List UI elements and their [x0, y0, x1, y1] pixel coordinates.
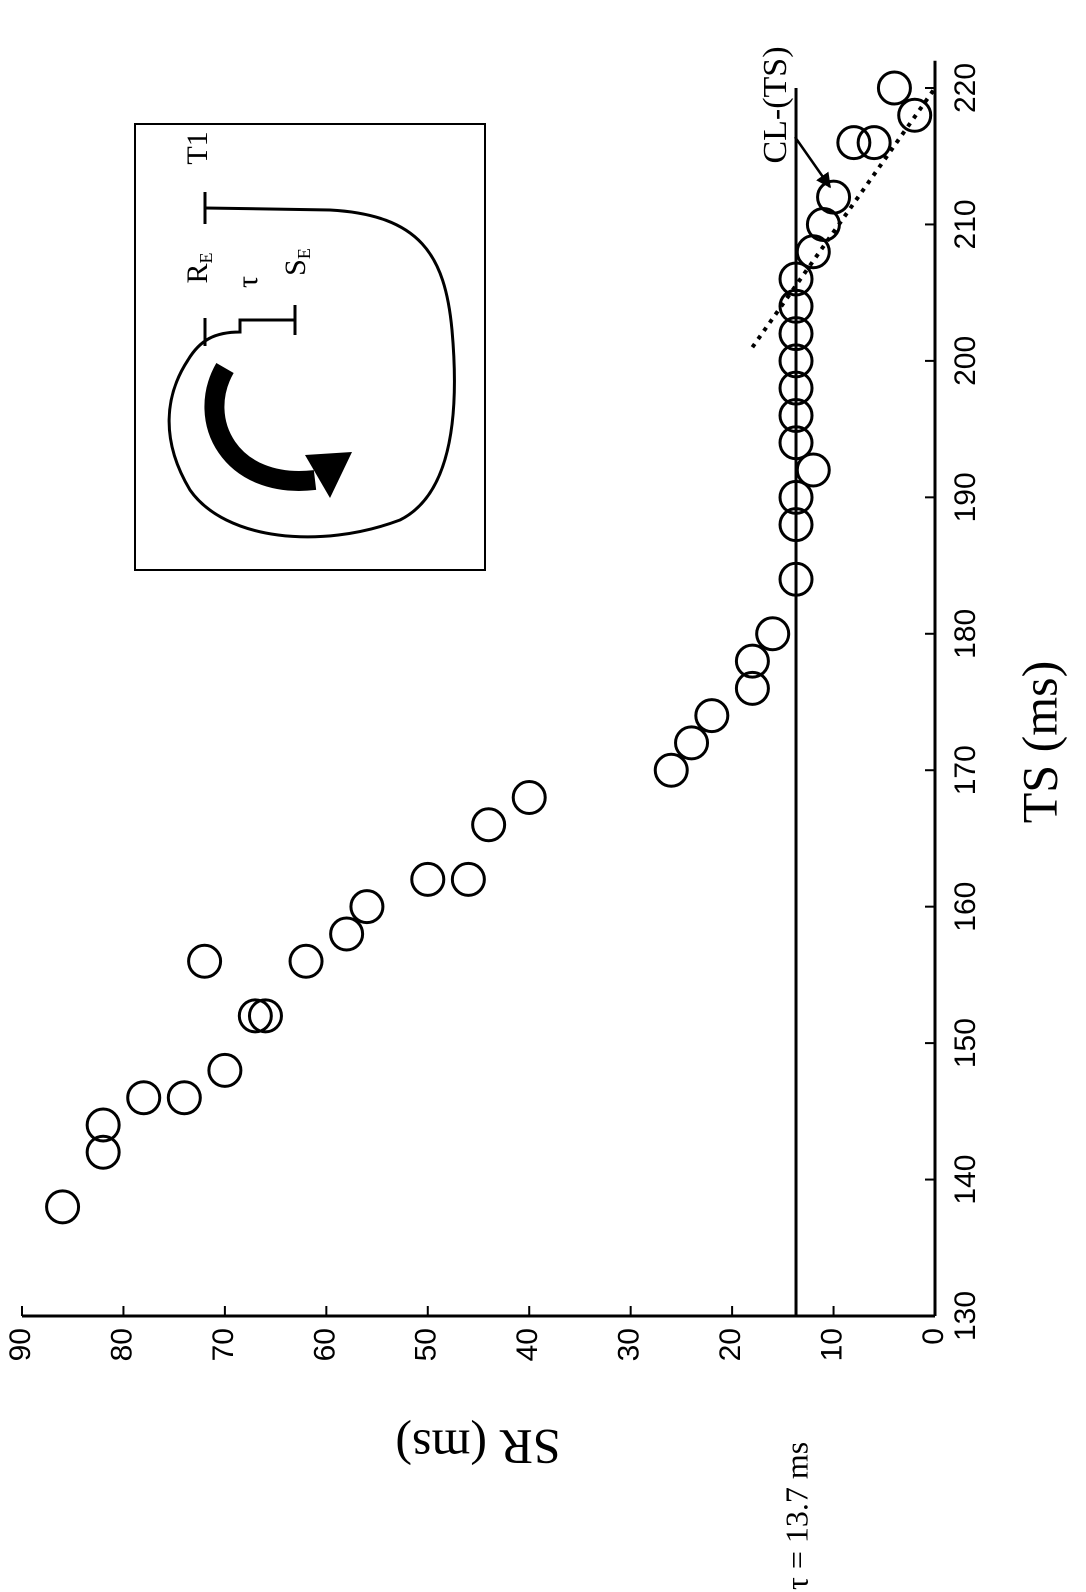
point [45, 1189, 81, 1225]
x-tick-label: 180 [949, 609, 982, 659]
y-axis-label: SR (ms) [395, 1420, 560, 1476]
tau-inset-label: τ [231, 276, 264, 288]
x-tick-label: 170 [949, 745, 982, 795]
y-tick-label: 0 [917, 1328, 950, 1345]
inset-loop [167, 206, 456, 539]
point [674, 725, 710, 761]
point [778, 370, 814, 406]
y-tick-label: 60 [308, 1328, 341, 1361]
inset-arrow-head [305, 452, 352, 498]
point [778, 343, 814, 379]
point [450, 861, 486, 897]
tau-label: τ = 13.7 ms [778, 1442, 814, 1590]
point [778, 425, 814, 461]
point [237, 998, 273, 1034]
point [778, 397, 814, 433]
point [126, 1080, 162, 1116]
y-tick-label: 30 [613, 1328, 646, 1361]
point [734, 643, 770, 679]
x-tick-label: 150 [949, 1018, 982, 1068]
point [653, 752, 689, 788]
y-tick-label: 20 [714, 1328, 747, 1361]
fit-line [750, 86, 937, 349]
point [755, 616, 791, 652]
point [778, 288, 814, 324]
point [85, 1134, 121, 1170]
re-label: RE [181, 252, 216, 283]
y-tick-label: 90 [4, 1328, 37, 1361]
point [778, 479, 814, 515]
point [876, 70, 912, 106]
y-tick-label: 80 [105, 1328, 138, 1361]
point [694, 698, 730, 734]
inset-frame [134, 123, 486, 571]
point [778, 507, 814, 543]
inset: RE τ SE T1 [134, 123, 486, 571]
point [166, 1080, 202, 1116]
point [207, 1052, 243, 1088]
point [856, 125, 892, 161]
x-tick-label: 140 [949, 1155, 982, 1205]
x-tick-label: 220 [949, 63, 982, 113]
point [187, 943, 223, 979]
point [511, 780, 547, 816]
point [85, 1107, 121, 1143]
point [778, 561, 814, 597]
point [816, 179, 852, 215]
se-label: SE [279, 248, 314, 276]
x-tick-label: 190 [949, 472, 982, 522]
x-tick-label: 130 [949, 1291, 982, 1341]
point [410, 861, 446, 897]
inset-arrow [204, 363, 317, 491]
point [836, 125, 872, 161]
point [897, 97, 933, 133]
x-tick-label: 160 [949, 882, 982, 932]
point [288, 943, 324, 979]
point [329, 916, 365, 952]
point [471, 807, 507, 843]
x-axis-label: TS (ms) [1011, 661, 1067, 824]
fit-label: CL-(TS) [757, 46, 794, 163]
x-tick-label: 210 [949, 199, 982, 249]
t1-label: T1 [181, 131, 214, 164]
y-tick-label: 10 [815, 1328, 848, 1361]
y-tick-label: 40 [511, 1328, 544, 1361]
point [795, 452, 831, 488]
fit-arrow [793, 136, 832, 189]
point [734, 670, 770, 706]
x-tick-label: 200 [949, 336, 982, 386]
plot-area: TS (ms) SR (ms) τ = 13.7 ms CL-(TS) 130 1… [4, 46, 1068, 1590]
point [349, 889, 385, 925]
point [778, 316, 814, 352]
y-tick-label: 50 [410, 1328, 443, 1361]
y-tick-label: 70 [207, 1328, 240, 1361]
point [778, 261, 814, 297]
point [247, 998, 283, 1034]
